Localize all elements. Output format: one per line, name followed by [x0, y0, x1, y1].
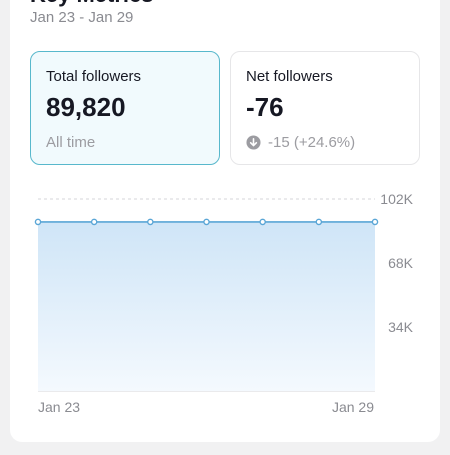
metric-label: Total followers [46, 68, 142, 85]
series-area [38, 221, 375, 391]
section-title: Key Metrics [30, 0, 154, 8]
metric-change-value: -15 (+24.6%) [268, 134, 356, 151]
data-point [34, 218, 42, 226]
metric-label: Net followers [246, 68, 333, 85]
x-tick-label: Jan 29 [332, 399, 374, 415]
y-tick-label: 102K [380, 191, 413, 207]
metric-change: -15 (+24.6%) [246, 134, 355, 151]
metric-value: 89,820 [46, 92, 126, 122]
x-tick-label: Jan 23 [38, 399, 80, 415]
arrow-down-circle-icon [246, 135, 261, 150]
metric-card-net-followers[interactable]: Net followers -76 -15 (+24.6%) [230, 51, 420, 165]
data-point [203, 218, 210, 226]
data-point [371, 218, 379, 226]
date-range[interactable]: Jan 23 - Jan 29 [30, 9, 134, 26]
metric-value: -76 [246, 92, 284, 122]
data-point [259, 218, 266, 226]
data-point [315, 218, 323, 226]
y-tick-label: 68K [388, 255, 414, 271]
metric-subtext: All time [46, 134, 96, 151]
y-tick-label: 34K [388, 319, 414, 335]
data-point [90, 218, 98, 226]
data-point [147, 218, 154, 226]
metric-card-total-followers[interactable]: Total followers 89,820 All time [30, 51, 220, 165]
